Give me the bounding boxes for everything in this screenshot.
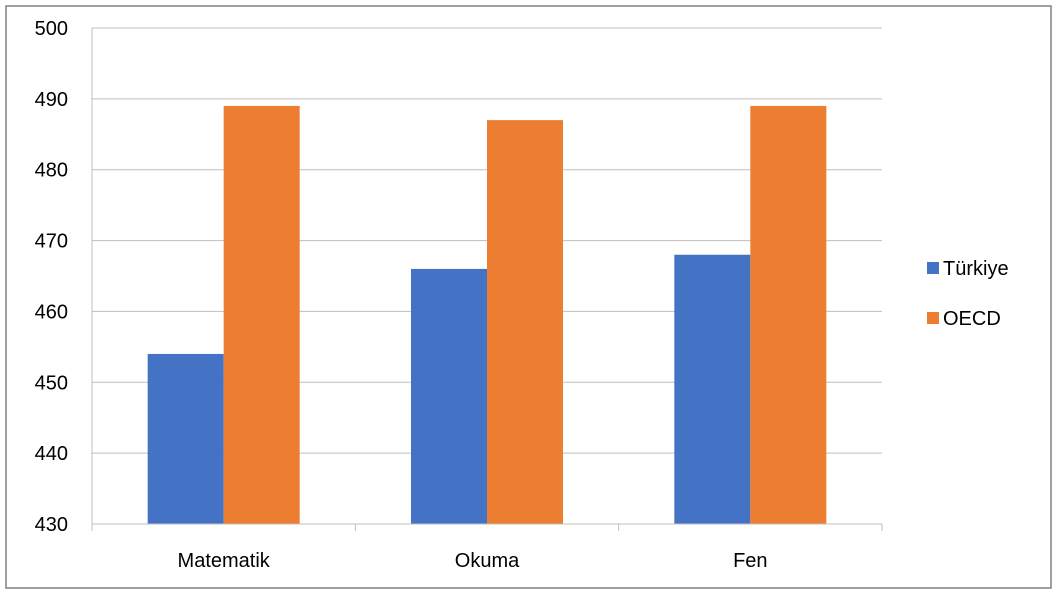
y-tick-label: 440 (35, 443, 68, 465)
legend-label: OECD (943, 308, 1001, 330)
y-tick-label: 430 (35, 514, 68, 536)
bar-t-rkiye-matematik (148, 354, 224, 524)
y-tick-label: 500 (35, 18, 68, 40)
y-tick-label: 490 (35, 89, 68, 111)
bar-oecd-matematik (224, 106, 300, 524)
bar-oecd-fen (750, 106, 826, 524)
legend-swatch (927, 312, 939, 324)
x-tick-label: Okuma (455, 550, 520, 572)
legend-label: Türkiye (943, 258, 1009, 280)
bar-t-rkiye-okuma (411, 269, 487, 524)
bar-t-rkiye-fen (674, 255, 750, 524)
x-tick-label: Matematik (178, 550, 271, 572)
y-tick-label: 450 (35, 372, 68, 394)
bar-oecd-okuma (487, 120, 563, 524)
legend-swatch (927, 262, 939, 274)
y-tick-label: 470 (35, 231, 68, 253)
y-tick-label: 480 (35, 160, 68, 182)
x-tick-label: Fen (733, 550, 767, 572)
y-tick-label: 460 (35, 301, 68, 323)
